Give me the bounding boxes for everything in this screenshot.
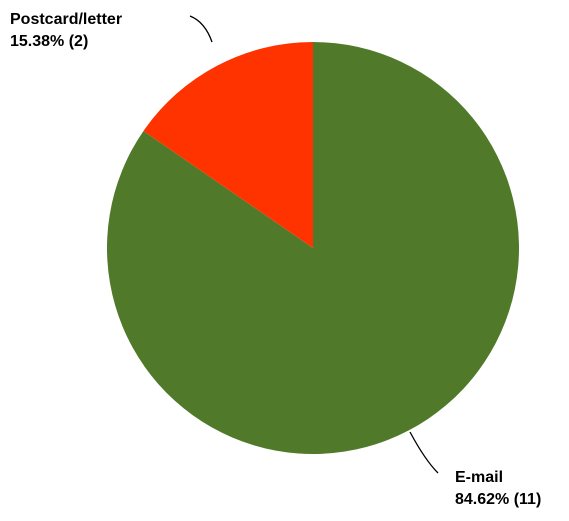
leader-line-email (409, 431, 439, 474)
slice-name-label-email: E-mail (455, 469, 503, 486)
label-group-email: E-mail 84.62% (11) (409, 431, 541, 508)
slice-value-label-email: 84.62% (11) (455, 491, 541, 508)
pie-slice-postcard-letter (143, 42, 313, 248)
slice-value-label-postcard-letter: 15.38% (2) (10, 33, 88, 50)
slice-name-label-postcard-letter: Postcard/letter (10, 11, 122, 28)
pie-slices (107, 42, 520, 454)
pie-slice-e-mail (107, 42, 520, 454)
leader-line-postcard-letter (189, 15, 213, 43)
label-group-postcard-letter: Postcard/letter 15.38% (2) (10, 11, 213, 50)
